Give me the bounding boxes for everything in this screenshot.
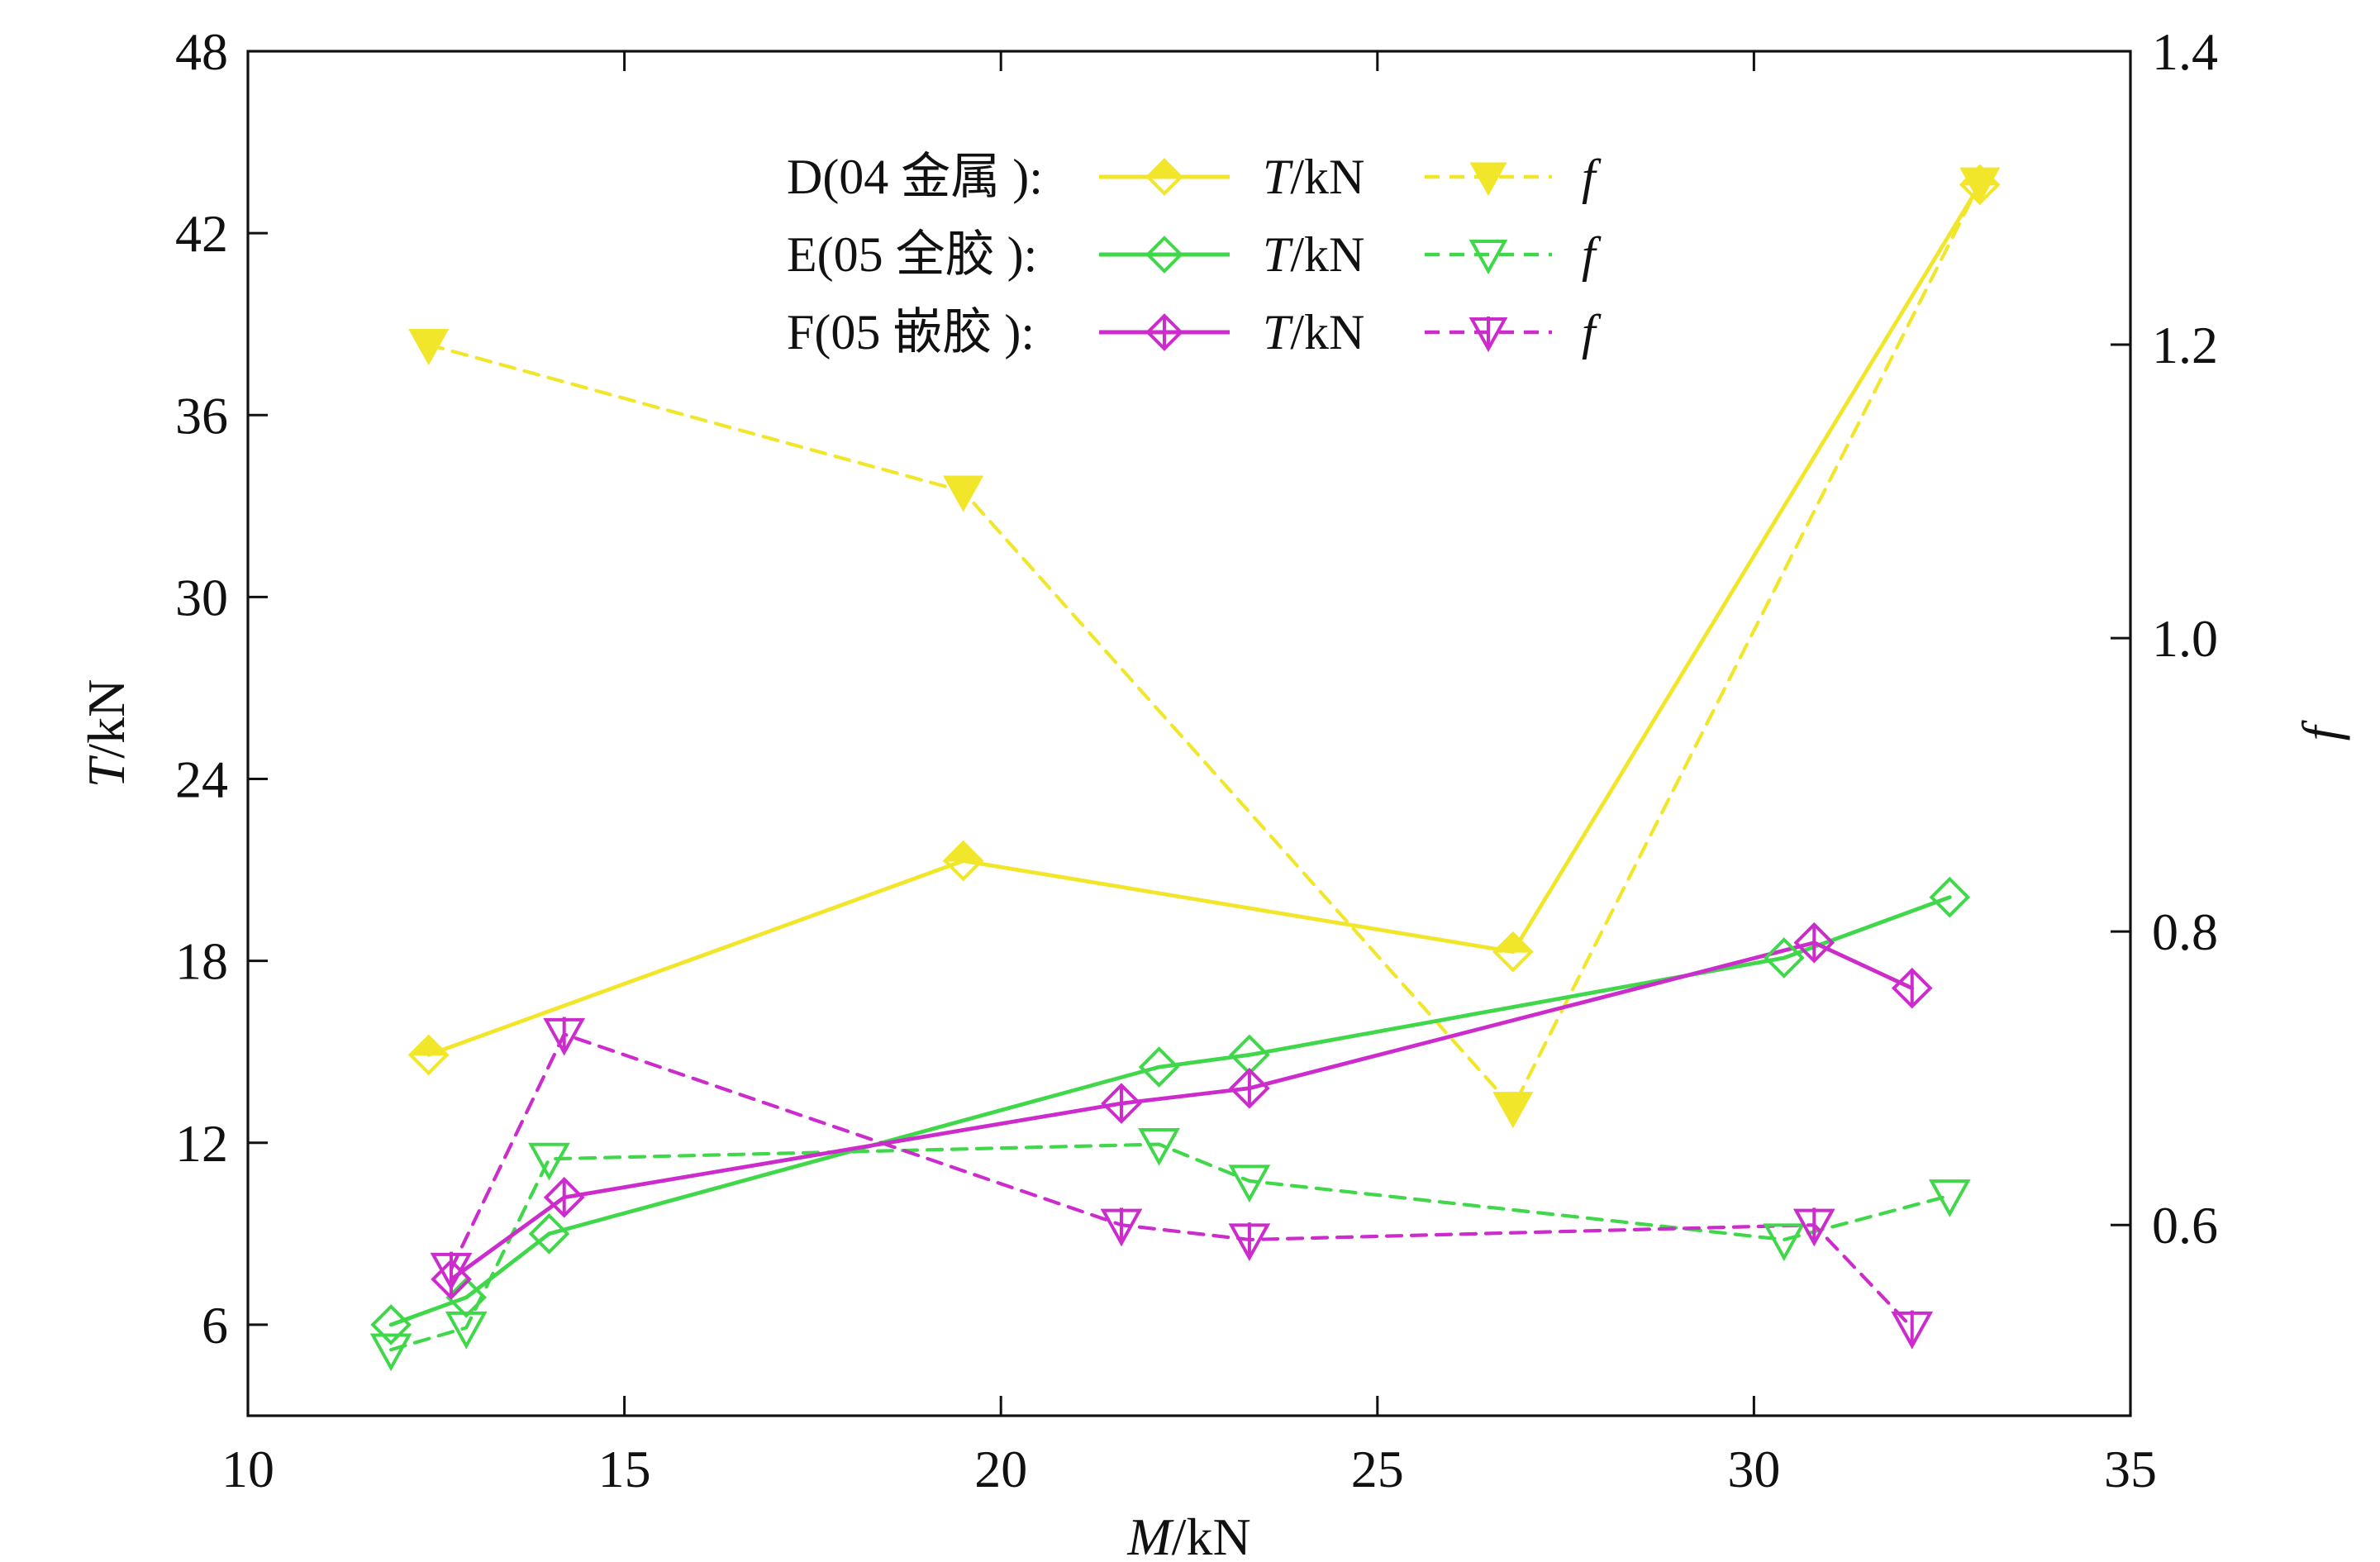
data-point-marker [1100, 1207, 1143, 1247]
data-point-marker [1891, 967, 1933, 1009]
data-point-marker [1792, 1207, 1835, 1247]
data-point-marker [1101, 1083, 1142, 1124]
legend-t-unit: T/kN [1263, 227, 1364, 282]
data-point-marker [1145, 236, 1183, 274]
data-point-marker [528, 1142, 570, 1181]
legend-f-label: f [1582, 150, 1602, 204]
data-point-marker [1138, 1046, 1180, 1088]
legend-t-suffix: /kN [1290, 227, 1364, 282]
legend-t-unit: T/kN [1263, 305, 1364, 360]
y-right-tick-label: 1.4 [2152, 22, 2218, 81]
legend-row: D(04 金属 ): T/kN f [787, 150, 1602, 204]
y-left-tick-label: 24 [175, 750, 228, 809]
legend-label: E(05 全胶 ): [787, 227, 1037, 282]
data-point-marker [370, 1304, 412, 1345]
legend-row: F(05 嵌胶 ): T/kN f [787, 305, 1602, 360]
x-axis-title-symbol: M [1126, 1507, 1174, 1562]
x-tick-label: 10 [221, 1440, 274, 1498]
data-point-marker [1228, 1164, 1271, 1203]
data-point-marker [1764, 937, 1805, 979]
data-point-marker [942, 840, 984, 882]
data-point-marker [1929, 876, 1971, 918]
data-point-marker [543, 1177, 585, 1218]
y-left-tick-label: 6 [202, 1296, 228, 1355]
y-left-axis-title-unit: /kN [77, 679, 136, 759]
y-right-axis-title-group: f [2292, 719, 2350, 741]
legend-layer: D(04 金属 ): T/kN fE(05 全胶 ): T/kN fF(05 嵌胶 ):… [787, 150, 1602, 360]
plot-frame [246, 50, 2132, 1417]
data-point-marker [407, 1034, 450, 1076]
data-point-marker [1959, 167, 2001, 204]
data-point-marker [1763, 1223, 1806, 1262]
x-tick-label: 20 [974, 1440, 1027, 1498]
y-left-axis-title: T/kN [77, 679, 136, 788]
y-right-tick-label: 0.8 [2152, 902, 2218, 961]
data-point-marker [528, 1213, 570, 1255]
data-point-marker [408, 328, 450, 366]
data-point-marker [430, 1251, 473, 1291]
series-line-e-t [388, 895, 1952, 1327]
x-axis-title: M/kN [1126, 1507, 1250, 1562]
y-left-tick-label: 42 [175, 204, 228, 263]
data-point-marker [1228, 1222, 1271, 1262]
y-left-axis-title-group: T/kN [77, 679, 136, 788]
legend-t-symbol: T [1263, 305, 1293, 360]
legend-t-symbol: T [1263, 150, 1293, 204]
y-left-tick-label: 30 [175, 568, 228, 626]
x-tick-label: 30 [1727, 1440, 1780, 1498]
legend-t-symbol: T [1263, 227, 1293, 282]
series-line-e-f [389, 1142, 1952, 1352]
labels-layer: 10 15 20 25 30 35 6 12 18 24 30 36 42 48 0.6 0.8 1.0 1.2 1… [77, 22, 2350, 1562]
y-left-tick-label: 18 [175, 932, 228, 991]
y-left-tick-label: 12 [175, 1114, 228, 1173]
data-point-marker [1468, 240, 1508, 275]
data-point-marker [1492, 931, 1534, 973]
legend-f-label: f [1582, 305, 1602, 360]
data-point-marker [1492, 1092, 1534, 1129]
y-left-tick-label: 36 [175, 386, 228, 445]
data-point-marker [1793, 921, 1835, 964]
y-left-tick-label: 48 [175, 22, 228, 81]
data-point-marker [1891, 1310, 1934, 1350]
y-left-axis-title-symbol: T [77, 755, 136, 788]
x-tick-label: 35 [2104, 1440, 2157, 1498]
y-right-axis-title: f [2292, 719, 2350, 741]
legend-row: E(05 全胶 ): T/kN f [787, 227, 1602, 282]
y-right-tick-label: 1.2 [2152, 316, 2218, 374]
data-point-marker [1145, 313, 1183, 351]
series-markers-layer [369, 164, 2001, 1372]
x-tick-label: 25 [1351, 1440, 1404, 1498]
legend-f-label: f [1582, 227, 1602, 282]
y-right-tick-label: 0.6 [2152, 1196, 2218, 1255]
legend-label: D(04 金属 ): [787, 150, 1043, 204]
data-point-marker [1468, 317, 1508, 353]
data-point-marker [369, 1333, 412, 1372]
series-line-f-t [449, 941, 1915, 1282]
data-point-marker [1928, 1179, 1971, 1217]
data-point-marker [1138, 1127, 1180, 1166]
data-point-marker [445, 1277, 488, 1318]
series-line-f-f [449, 1032, 1914, 1330]
y-right-tick-label: 1.0 [2152, 609, 2218, 668]
x-tick-label: 15 [598, 1440, 651, 1498]
series-line-d-t [426, 183, 1983, 1057]
data-point-marker [1229, 1067, 1270, 1109]
legend-t-suffix: /kN [1290, 305, 1364, 360]
data-point-marker [1145, 158, 1183, 196]
legend-label: F(05 嵌胶 ): [787, 305, 1035, 360]
series-lines-layer [388, 181, 1983, 1352]
data-point-marker [1469, 162, 1507, 197]
data-point-marker [445, 1311, 488, 1350]
axes-layer [246, 50, 2132, 1417]
series-line-d-f [426, 181, 1982, 1110]
legend-t-unit: T/kN [1263, 150, 1364, 204]
x-axis-title-unit: /kN [1172, 1507, 1251, 1562]
data-point-marker [543, 1017, 586, 1056]
data-point-marker [943, 475, 984, 512]
legend-t-suffix: /kN [1290, 150, 1364, 204]
